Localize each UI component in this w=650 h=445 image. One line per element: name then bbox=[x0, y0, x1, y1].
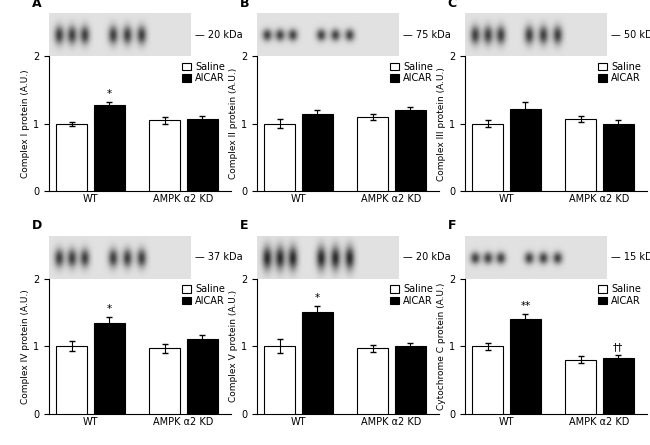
Legend: Saline, AICAR: Saline, AICAR bbox=[389, 283, 434, 307]
Bar bbox=[94, 105, 125, 191]
Text: **: ** bbox=[520, 301, 530, 311]
Text: B: B bbox=[240, 0, 249, 10]
Text: *: * bbox=[107, 89, 112, 99]
Bar bbox=[565, 360, 596, 414]
Text: E: E bbox=[240, 219, 248, 232]
Bar bbox=[603, 124, 634, 191]
Bar bbox=[510, 109, 541, 191]
Bar bbox=[149, 348, 180, 414]
Text: — 20 kDa: — 20 kDa bbox=[195, 30, 242, 40]
Text: A: A bbox=[32, 0, 42, 10]
Text: — 15 kDa: — 15 kDa bbox=[611, 252, 650, 262]
Text: — 50 kDa: — 50 kDa bbox=[611, 30, 650, 40]
Y-axis label: Complex II protein (A.U.): Complex II protein (A.U.) bbox=[229, 68, 238, 179]
Bar bbox=[565, 119, 596, 191]
Y-axis label: Complex IV protein (A.U.): Complex IV protein (A.U.) bbox=[21, 289, 30, 404]
Bar bbox=[473, 346, 503, 414]
Bar bbox=[357, 117, 388, 191]
Text: D: D bbox=[32, 219, 42, 232]
Bar bbox=[357, 348, 388, 414]
Legend: Saline, AICAR: Saline, AICAR bbox=[181, 61, 226, 85]
Text: — 37 kDa: — 37 kDa bbox=[195, 252, 242, 262]
Legend: Saline, AICAR: Saline, AICAR bbox=[181, 283, 226, 307]
Text: — 75 kDa: — 75 kDa bbox=[403, 30, 450, 40]
Bar bbox=[187, 119, 218, 191]
Bar bbox=[510, 319, 541, 414]
Bar bbox=[395, 346, 426, 414]
Text: ††: †† bbox=[613, 342, 623, 352]
Legend: Saline, AICAR: Saline, AICAR bbox=[389, 61, 434, 85]
Y-axis label: Complex III protein (A.U.): Complex III protein (A.U.) bbox=[437, 67, 446, 181]
Bar bbox=[57, 346, 87, 414]
Bar bbox=[302, 113, 333, 191]
Bar bbox=[94, 323, 125, 414]
Bar bbox=[395, 110, 426, 191]
Bar bbox=[265, 124, 295, 191]
Y-axis label: Complex V protein (A.U.): Complex V protein (A.U.) bbox=[229, 290, 238, 402]
Text: *: * bbox=[107, 304, 112, 315]
Y-axis label: Complex I protein (A.U.): Complex I protein (A.U.) bbox=[21, 69, 30, 178]
Text: C: C bbox=[448, 0, 457, 10]
Text: F: F bbox=[448, 219, 456, 232]
Text: — 20 kDa: — 20 kDa bbox=[403, 252, 450, 262]
Bar bbox=[149, 120, 180, 191]
Y-axis label: Cytochrome C protein (A.U.): Cytochrome C protein (A.U.) bbox=[437, 283, 446, 410]
Bar bbox=[473, 124, 503, 191]
Bar bbox=[57, 124, 87, 191]
Bar bbox=[302, 312, 333, 414]
Legend: Saline, AICAR: Saline, AICAR bbox=[597, 61, 642, 85]
Bar bbox=[187, 340, 218, 414]
Bar bbox=[603, 358, 634, 414]
Legend: Saline, AICAR: Saline, AICAR bbox=[597, 283, 642, 307]
Text: *: * bbox=[315, 293, 320, 303]
Bar bbox=[265, 346, 295, 414]
